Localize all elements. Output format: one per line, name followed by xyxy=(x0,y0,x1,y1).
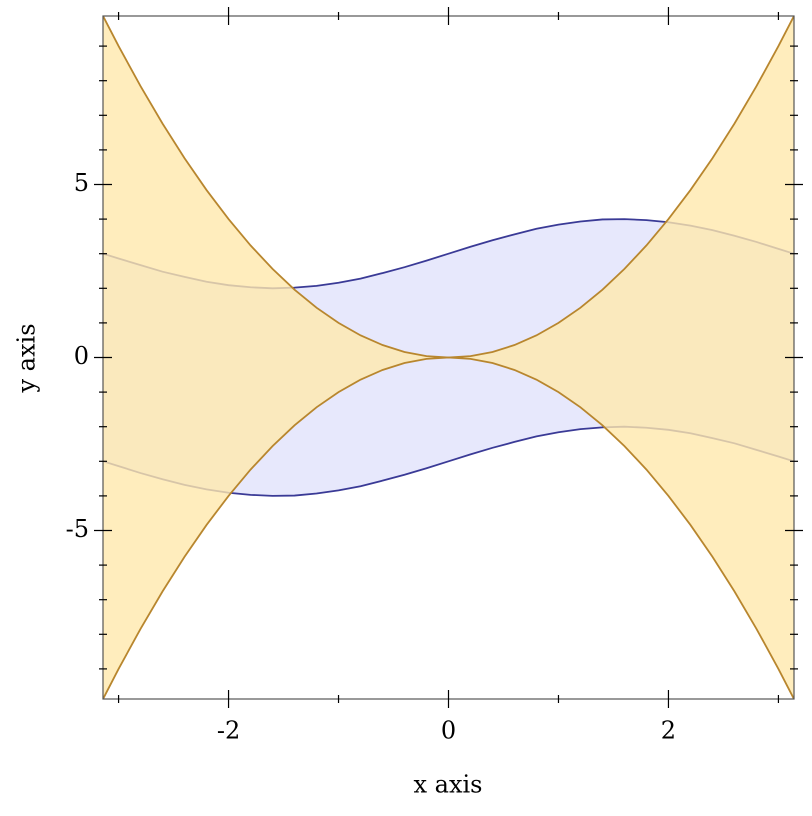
y-tick-label: 5 xyxy=(74,169,89,197)
y-tick-label: -5 xyxy=(66,515,89,543)
x-tick-label: 0 xyxy=(441,717,456,745)
y-tick-label: 0 xyxy=(74,342,89,370)
x-tick-label: 2 xyxy=(661,717,676,745)
x-tick-label: -2 xyxy=(217,717,240,745)
y-axis-label: y axis xyxy=(13,323,41,393)
interval-area xyxy=(103,16,794,699)
x-axis-label: x axis xyxy=(414,771,483,799)
lower-line xyxy=(102,356,795,700)
